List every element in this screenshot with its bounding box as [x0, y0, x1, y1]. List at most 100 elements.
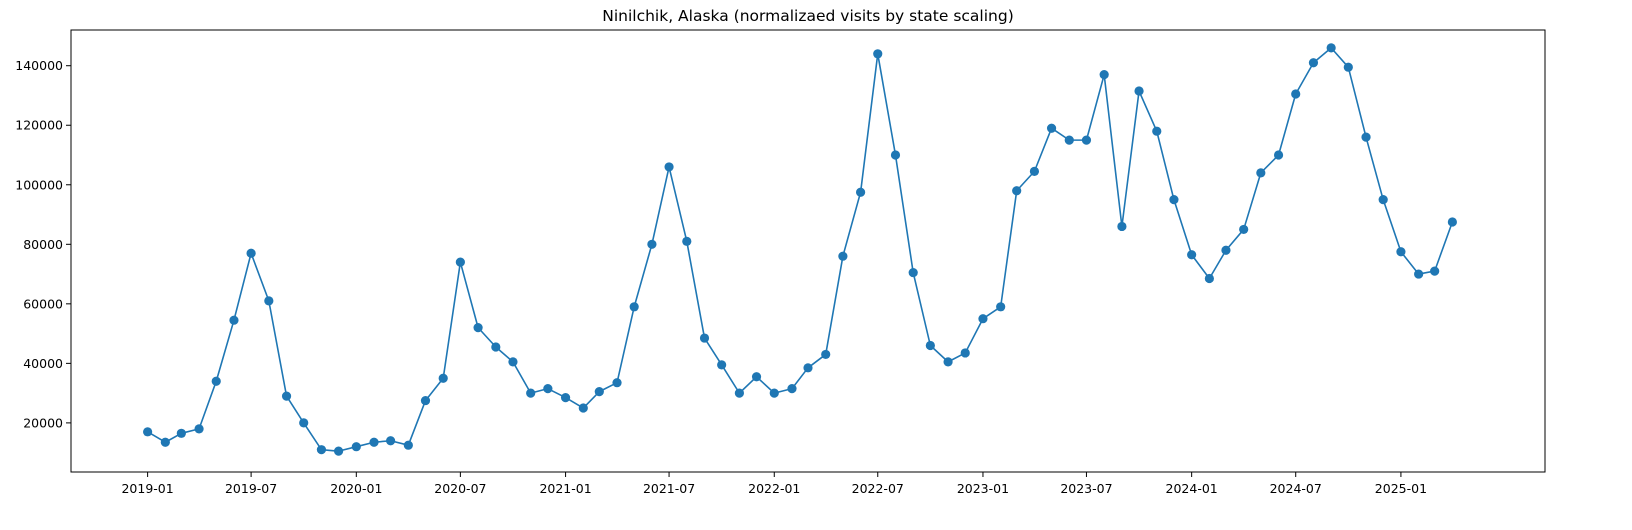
data-point	[508, 357, 518, 367]
data-point	[1361, 132, 1371, 142]
data-point	[787, 384, 797, 394]
data-point	[281, 391, 292, 401]
data-point	[160, 437, 170, 447]
x-tick-label: 2025-01	[1375, 481, 1427, 496]
data-point	[1326, 43, 1336, 53]
data-point	[1291, 89, 1301, 99]
y-axis-ticks: 20000 40000 60000 80000 100000 120000 140000	[15, 58, 71, 430]
data-point	[333, 446, 344, 456]
data-point	[455, 257, 465, 267]
data-point	[578, 403, 588, 413]
data-point	[890, 150, 901, 160]
data-point	[229, 315, 239, 325]
data-point	[1239, 224, 1249, 235]
data-series	[143, 43, 1457, 456]
data-point	[1256, 168, 1266, 178]
data-point	[978, 314, 988, 324]
data-point	[264, 296, 274, 306]
data-point	[1029, 166, 1040, 176]
data-point	[647, 239, 657, 249]
y-tick-label: 20000	[23, 415, 63, 430]
data-point	[664, 162, 674, 172]
data-point	[1046, 123, 1057, 133]
data-point	[1396, 247, 1406, 257]
chart-title: Ninilchik, Alaska (normalizaed visits by…	[602, 7, 1014, 25]
data-point	[943, 357, 953, 367]
y-tick-label: 120000	[15, 118, 63, 133]
data-point	[1012, 186, 1022, 196]
data-point	[1099, 70, 1109, 80]
data-point	[856, 187, 866, 197]
y-tick-label: 60000	[23, 296, 63, 311]
data-point	[1430, 266, 1440, 276]
data-point	[1221, 245, 1231, 255]
data-point	[1343, 62, 1353, 72]
x-tick-label: 2020-01	[330, 481, 382, 496]
data-point	[143, 427, 153, 437]
data-point	[1308, 58, 1319, 68]
data-point	[176, 428, 186, 438]
data-point	[996, 302, 1006, 312]
data-point	[1064, 135, 1074, 145]
data-point	[873, 49, 883, 59]
data-point	[821, 349, 831, 360]
x-tick-label: 2021-01	[539, 481, 591, 496]
data-point	[369, 437, 379, 447]
x-axis-ticks: 2019-01 2019-07 2020-01 2020-07 2021-01 2021-…	[121, 472, 1427, 496]
y-tick-label: 80000	[23, 237, 63, 252]
data-point	[734, 388, 744, 398]
x-tick-label: 2022-07	[852, 481, 904, 496]
data-point	[438, 373, 448, 383]
data-point	[403, 440, 413, 450]
plot-frame	[70, 29, 1546, 473]
data-point	[1134, 86, 1144, 96]
x-tick-label: 2023-07	[1060, 481, 1112, 496]
data-point	[838, 251, 848, 261]
data-point	[1273, 150, 1284, 160]
data-point	[1187, 250, 1197, 260]
data-point	[1414, 269, 1424, 279]
data-point	[803, 363, 813, 373]
axes	[70, 29, 1546, 473]
data-point	[1117, 221, 1127, 232]
data-point	[386, 436, 396, 446]
data-point	[682, 236, 692, 246]
data-point	[769, 388, 779, 398]
data-point	[246, 248, 256, 258]
data-point	[629, 302, 639, 312]
data-point	[194, 424, 204, 434]
data-point	[925, 340, 935, 351]
x-tick-label: 2024-01	[1166, 481, 1218, 496]
data-point	[751, 372, 762, 382]
data-point	[1169, 195, 1179, 205]
x-tick-label: 2019-01	[121, 481, 173, 496]
data-point	[526, 388, 536, 398]
x-tick-label: 2022-01	[748, 481, 800, 496]
series-line	[147, 47, 1454, 452]
x-tick-label: 2020-07	[434, 481, 486, 496]
data-point	[299, 418, 309, 428]
y-tick-label: 100000	[15, 177, 63, 192]
data-point	[560, 392, 571, 403]
x-tick-label: 2023-01	[957, 481, 1009, 496]
data-point	[1081, 135, 1092, 145]
data-point	[316, 445, 327, 455]
x-tick-label: 2021-07	[643, 481, 695, 496]
data-point	[612, 378, 622, 388]
data-point	[960, 348, 970, 358]
data-point	[699, 333, 710, 343]
data-point	[1204, 273, 1214, 284]
data-point	[211, 376, 221, 386]
data-point	[420, 395, 431, 406]
data-point	[594, 387, 604, 397]
data-point	[473, 323, 483, 333]
data-point	[351, 442, 361, 452]
y-tick-label: 140000	[15, 58, 63, 73]
y-tick-label: 40000	[23, 356, 63, 371]
data-point	[1152, 126, 1162, 136]
data-point	[1378, 195, 1388, 205]
data-point	[908, 267, 918, 278]
data-point	[543, 384, 553, 394]
